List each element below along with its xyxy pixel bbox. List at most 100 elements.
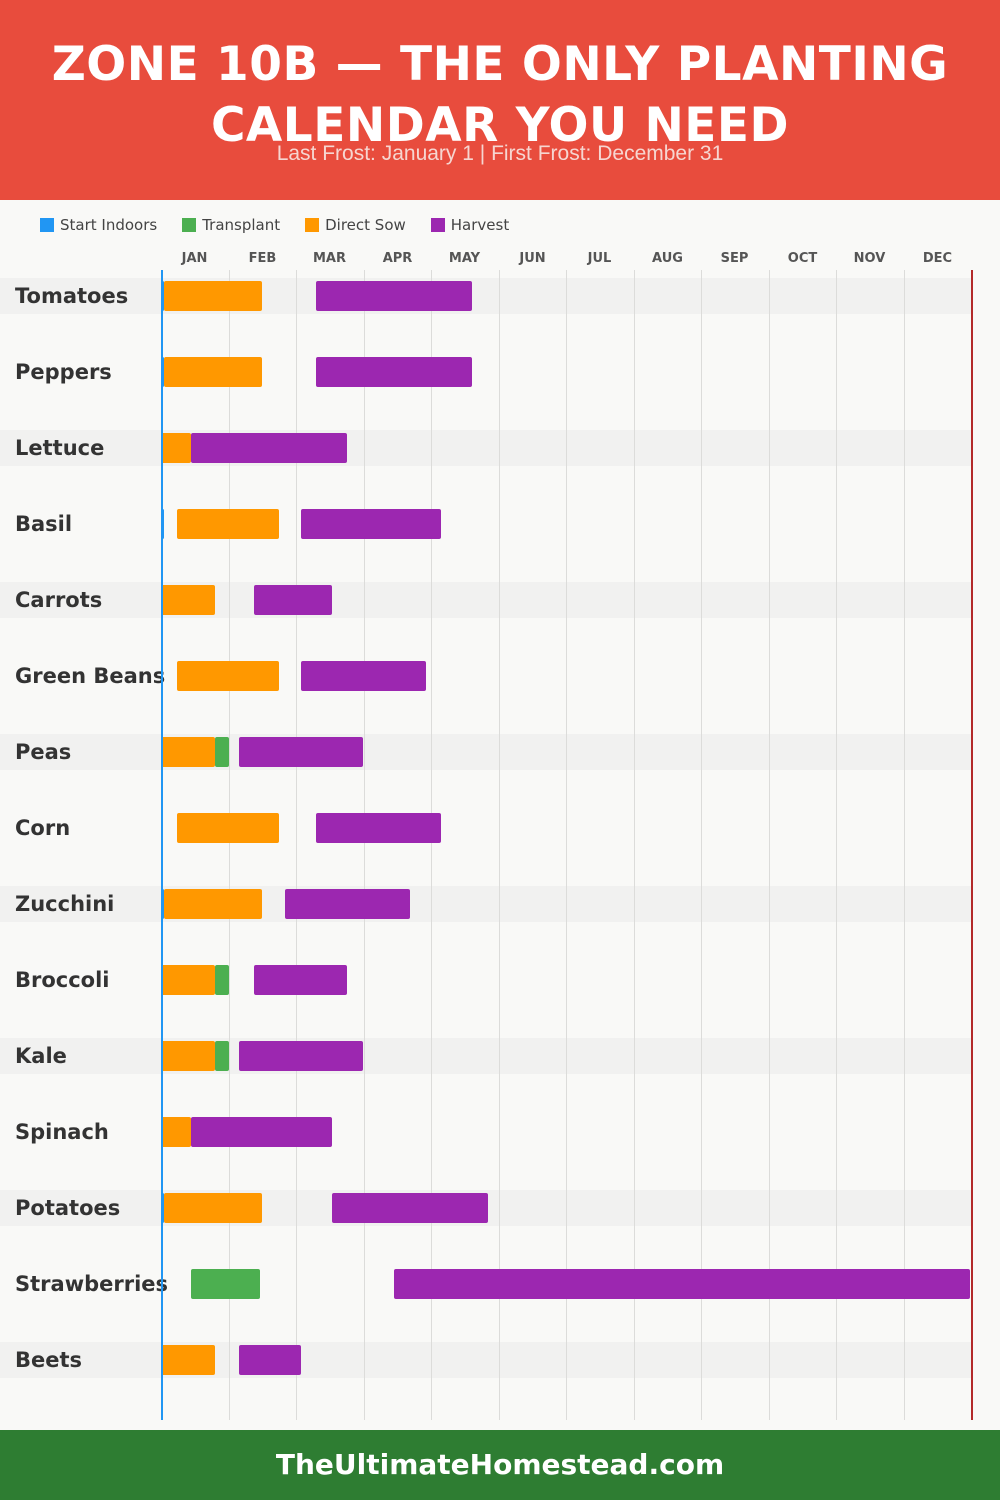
bar-harvest — [331, 1193, 488, 1223]
title-line-2: CALENDAR YOU NEED — [210, 98, 790, 153]
bar-direct-sow — [161, 1041, 215, 1071]
crop-label-peas: Peas — [15, 740, 72, 764]
bar-direct-sow — [164, 1193, 263, 1223]
grid-line — [904, 270, 905, 1420]
bar-harvest — [316, 357, 472, 387]
month-label-may: MAY — [448, 251, 481, 266]
legend-swatch — [182, 218, 197, 232]
bar-direct-sow — [164, 889, 263, 919]
grid-line — [836, 270, 837, 1420]
bar-harvest — [238, 737, 364, 767]
row-band — [0, 1342, 972, 1378]
row-band — [0, 430, 972, 466]
month-label-oct: OCT — [787, 251, 818, 266]
crop-label-green-beans: Green Beans — [15, 664, 166, 688]
title-line-1: ZONE 10B — THE ONLY PLANTING — [51, 37, 949, 92]
footer-site-link[interactable]: TheUltimateHomestead.com — [275, 1448, 725, 1481]
grid-line — [769, 270, 770, 1420]
bar-harvest — [238, 1041, 364, 1071]
month-label-aug: AUG — [652, 251, 683, 266]
bar-harvest — [393, 1269, 970, 1299]
bar-harvest — [316, 281, 472, 311]
month-label-jul: JUL — [587, 251, 612, 266]
bar-transplant — [191, 1269, 260, 1299]
month-label-jun: JUN — [519, 251, 546, 266]
footer: TheUltimateHomestead.com — [0, 1430, 1000, 1500]
frost-dates-subtitle: Last Frost: January 1 | First Frost: Dec… — [276, 142, 724, 165]
crop-label-beets: Beets — [15, 1348, 83, 1372]
last-frost-line — [161, 270, 163, 1420]
bar-harvest — [238, 1345, 301, 1375]
grid-line — [431, 270, 432, 1420]
legend-label: Start Indoors — [60, 216, 158, 234]
page-title: ZONE 10B — THE ONLY PLANTING CALENDAR YO… — [0, 34, 1000, 156]
month-label-mar: MAR — [312, 251, 346, 266]
crop-label-peppers: Peppers — [15, 360, 112, 384]
grid-line — [499, 270, 500, 1420]
crop-label-spinach: Spinach — [15, 1120, 109, 1144]
legend-swatch — [305, 218, 320, 232]
legend-label: Harvest — [450, 216, 510, 234]
bar-direct-sow — [161, 433, 192, 463]
legend-swatch — [40, 218, 54, 232]
month-label-feb: FEB — [248, 251, 277, 266]
bar-harvest — [254, 585, 332, 615]
bar-transplant — [215, 737, 229, 767]
crop-label-zucchini: Zucchini — [15, 892, 115, 916]
grid-line — [296, 270, 297, 1420]
month-label-nov: NOV — [853, 251, 886, 266]
month-label-sep: SEP — [720, 251, 749, 266]
crop-label-carrots: Carrots — [15, 588, 103, 612]
crop-label-potatoes: Potatoes — [15, 1196, 121, 1220]
bar-harvest — [191, 433, 347, 463]
crop-label-kale: Kale — [15, 1044, 67, 1068]
bar-direct-sow — [176, 661, 280, 691]
legend-item-start-indoors: Start Indoors — [40, 216, 157, 234]
bar-harvest — [316, 813, 442, 843]
bar-direct-sow — [176, 813, 280, 843]
legend-swatch — [430, 218, 445, 232]
month-label-apr: APR — [382, 251, 413, 266]
legend-label: Transplant — [202, 216, 281, 234]
grid-line — [634, 270, 635, 1420]
first-frost-line — [971, 270, 973, 1420]
month-label-dec: DEC — [922, 251, 953, 266]
legend-label: Direct Sow — [325, 216, 406, 234]
bar-transplant — [215, 1041, 229, 1071]
grid-line — [566, 270, 567, 1420]
month-label-jan: JAN — [181, 251, 208, 266]
grid-line — [701, 270, 702, 1420]
bar-direct-sow — [161, 965, 215, 995]
grid-line — [229, 270, 230, 1420]
row-band — [0, 278, 972, 314]
crop-label-broccoli: Broccoli — [15, 968, 110, 992]
grid-line — [364, 270, 365, 1420]
bar-direct-sow — [161, 1117, 192, 1147]
crop-label-basil: Basil — [15, 512, 73, 536]
row-band — [0, 582, 972, 618]
legend-item-transplant: Transplant — [182, 216, 280, 234]
bar-transplant — [215, 965, 229, 995]
bar-harvest — [254, 965, 348, 995]
crop-label-corn: Corn — [15, 816, 71, 840]
bar-harvest — [300, 509, 442, 539]
crop-label-tomatoes: Tomatoes — [15, 284, 129, 308]
header: ZONE 10B — THE ONLY PLANTING CALENDAR YO… — [0, 0, 1000, 200]
bar-direct-sow — [161, 737, 215, 767]
legend-item-harvest: Harvest — [430, 216, 510, 234]
row-band — [0, 886, 972, 922]
bar-harvest — [191, 1117, 332, 1147]
bar-direct-sow — [176, 509, 280, 539]
bar-harvest — [285, 889, 411, 919]
chart-legend: Start Indoors Transplant Direct Sow Harvest — [40, 215, 534, 235]
crop-label-lettuce: Lettuce — [15, 436, 105, 460]
crop-label-strawberries: Strawberries — [15, 1272, 169, 1296]
bar-direct-sow — [164, 281, 263, 311]
legend-item-direct-sow: Direct Sow — [305, 216, 406, 234]
row-band — [0, 1038, 972, 1074]
row-band — [0, 734, 972, 770]
bar-direct-sow — [164, 357, 263, 387]
bar-harvest — [300, 661, 426, 691]
bar-direct-sow — [161, 1345, 215, 1375]
bar-direct-sow — [161, 585, 215, 615]
